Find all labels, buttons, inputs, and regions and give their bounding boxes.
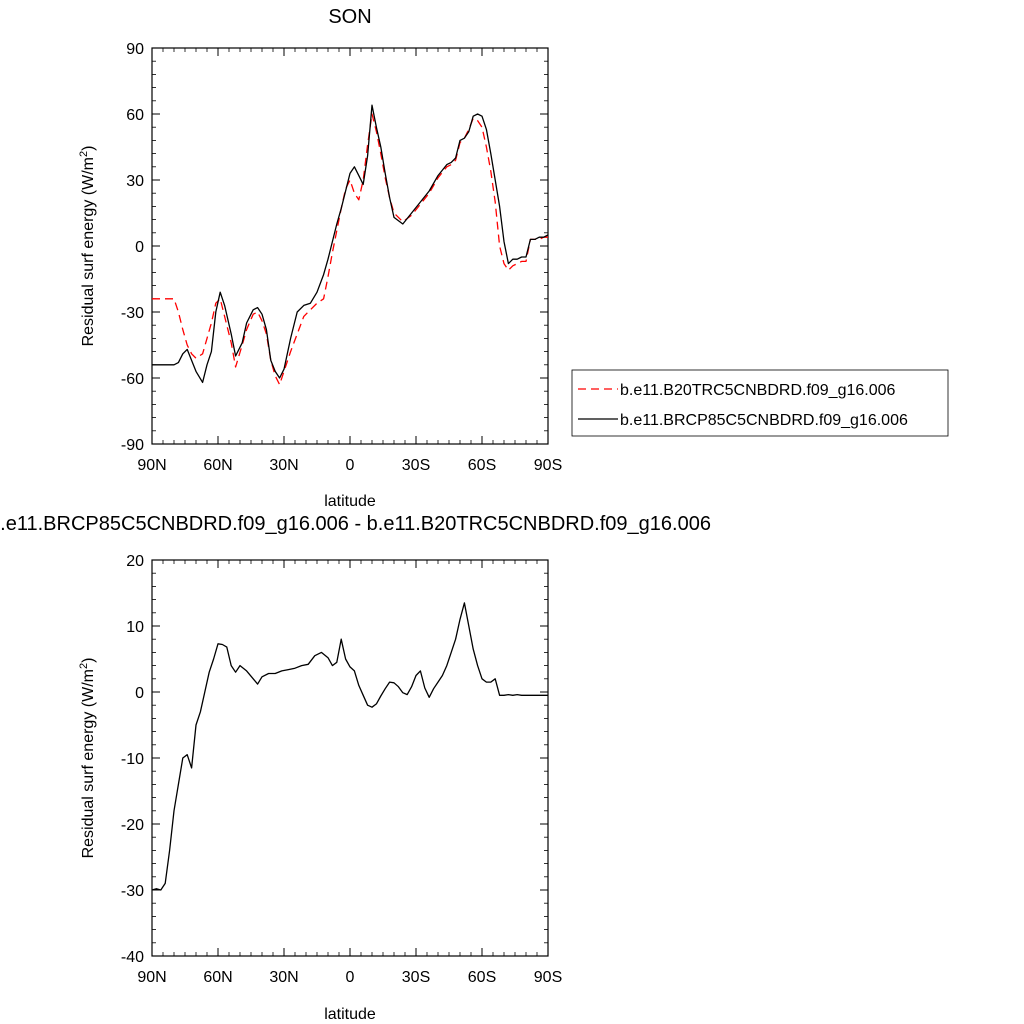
panel-difference: b.e11.BRCP85C5CNBDRD.f09_g16.006 - b.e11…: [0, 513, 711, 1023]
x-tick-label: 60N: [203, 969, 232, 986]
y-tick-label: -60: [121, 371, 144, 388]
x-tick-label: 90N: [137, 457, 166, 474]
x-tick-label: 30N: [269, 969, 298, 986]
y-tick-label: 0: [135, 685, 144, 702]
series-line-1: [151, 602, 548, 891]
x-tick-label: 60S: [468, 969, 496, 986]
x-tick-label: 30S: [402, 969, 430, 986]
y-axis-label-sup: 2: [78, 663, 90, 669]
x-tick-label: 90S: [534, 457, 562, 474]
series-line-1: [152, 113, 548, 386]
y-tick-label: 20: [126, 553, 144, 570]
x-tick-label: 0: [346, 969, 355, 986]
y-tick-label: 90: [126, 41, 144, 58]
chart-title: b.e11.BRCP85C5CNBDRD.f09_g16.006 - b.e11…: [0, 513, 711, 535]
y-tick-label: -40: [121, 949, 144, 966]
legend: b.e11.B20TRC5CNBDRD.f09_g16.006 b.e11.BR…: [571, 369, 949, 437]
y-axis-label-main: Residual surf energy (W/m: [80, 669, 97, 858]
plot-frame: [151, 47, 549, 445]
series-group: [151, 602, 548, 891]
series-group: [152, 104, 549, 386]
y-tick-label: -90: [121, 437, 144, 454]
y-tick-label: -20: [121, 817, 144, 834]
x-axis-label: latitude: [324, 493, 376, 510]
chart-title: SON: [328, 6, 371, 28]
y-axis-label: Residual surf energy (W/m2): [78, 658, 97, 859]
x-tick-label: 30N: [269, 457, 298, 474]
x-axis-label: latitude: [324, 1006, 376, 1023]
legend-box: [571, 369, 949, 437]
x-tick-label: 60S: [468, 457, 496, 474]
y-axis-label: Residual surf energy (W/m2): [78, 146, 97, 347]
y-axis-label-sup: 2: [78, 151, 90, 157]
y-tick-label: -10: [121, 751, 144, 768]
y-tick-label: 60: [126, 107, 144, 124]
x-tick-label: 0: [346, 457, 355, 474]
y-axis-label-main: Residual surf energy (W/m: [80, 157, 97, 346]
y-tick-label: -30: [121, 305, 144, 322]
plot-frame: [151, 559, 549, 957]
legend-label-1: b.e11.B20TRC5CNBDRD.f09_g16.006: [620, 382, 896, 399]
y-tick-label: -30: [121, 883, 144, 900]
y-tick-label: 0: [135, 239, 144, 256]
x-tick-label: 60N: [203, 457, 232, 474]
x-tick-label: 90S: [534, 969, 562, 986]
y-tick-label: 30: [126, 173, 144, 190]
series-line-2: [152, 104, 549, 384]
x-tick-label: 30S: [402, 457, 430, 474]
legend-label-2: b.e11.BRCP85C5CNBDRD.f09_g16.006: [620, 412, 908, 429]
y-axis-label-close: ): [80, 146, 97, 151]
y-tick-label: 10: [126, 619, 144, 636]
plot-area: -90 -60 -30 0 30 60 90 90N 60N 30N 0 30S 60S 90S: [121, 41, 562, 474]
plot-area: -40 -30 -20 -10 0 10 20 90N 60N 30N 0 30S 60S 90S: [121, 553, 562, 986]
y-axis-label-close: ): [80, 658, 97, 663]
x-tick-label: 90N: [137, 969, 166, 986]
